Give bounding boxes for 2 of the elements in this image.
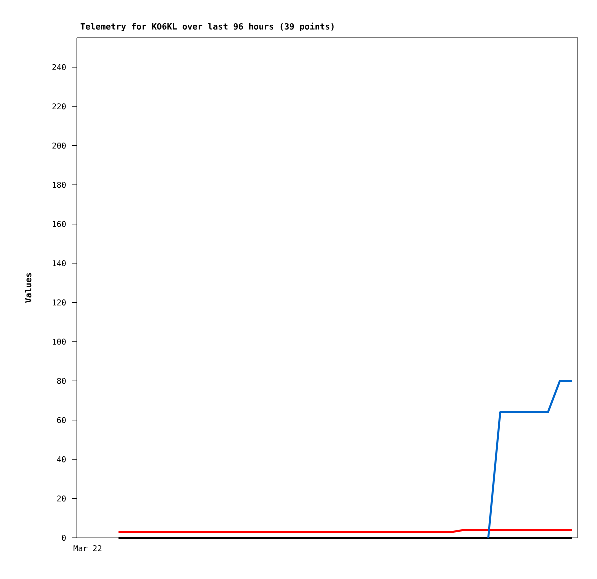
y-axis-title: Values [25, 273, 32, 304]
chart-title: Telemetry for KO6KL over last 96 hours (39 points) [80, 22, 334, 32]
